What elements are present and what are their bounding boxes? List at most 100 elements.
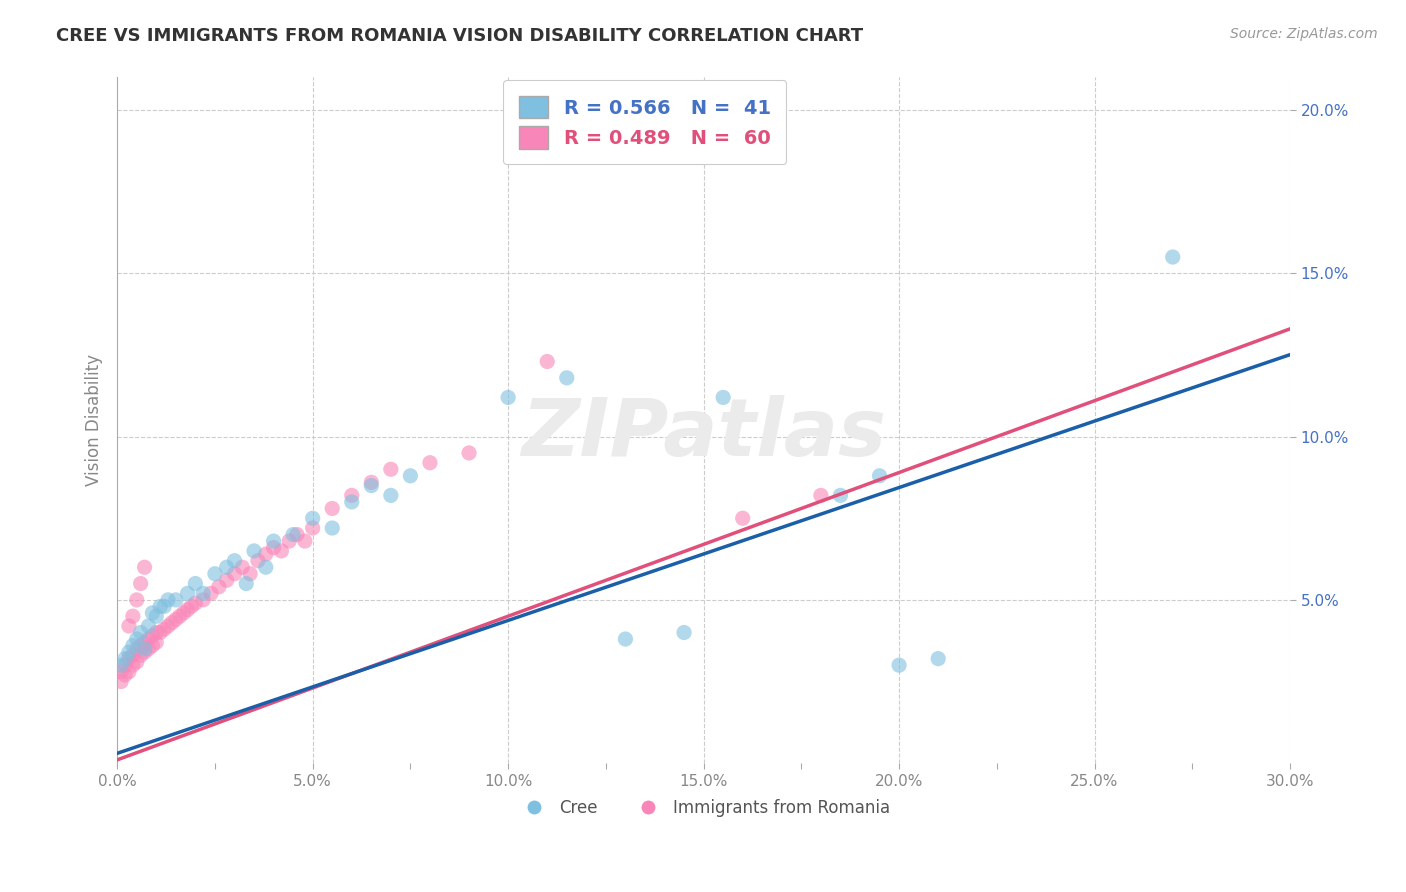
Point — [193, 586, 215, 600]
Point — [263, 541, 285, 555]
Point — [243, 544, 266, 558]
Point — [360, 478, 382, 492]
Point — [340, 495, 363, 509]
Point — [118, 645, 141, 659]
Point — [118, 619, 141, 633]
Point — [145, 609, 167, 624]
Point — [138, 632, 160, 646]
Point — [121, 639, 143, 653]
Point — [927, 651, 949, 665]
Point — [869, 468, 891, 483]
Point — [173, 606, 195, 620]
Legend: Cree, Immigrants from Romania: Cree, Immigrants from Romania — [510, 792, 897, 823]
Point — [138, 641, 160, 656]
Point — [496, 391, 519, 405]
Point — [294, 534, 316, 549]
Point — [301, 521, 323, 535]
Point — [145, 625, 167, 640]
Point — [125, 641, 148, 656]
Point — [301, 511, 323, 525]
Point — [110, 674, 132, 689]
Point — [121, 658, 143, 673]
Point — [235, 576, 257, 591]
Point — [129, 576, 152, 591]
Text: Source: ZipAtlas.com: Source: ZipAtlas.com — [1230, 27, 1378, 41]
Point — [458, 446, 481, 460]
Point — [360, 475, 382, 490]
Point — [145, 635, 167, 649]
Point — [169, 609, 191, 624]
Point — [399, 468, 422, 483]
Point — [184, 596, 207, 610]
Point — [176, 586, 198, 600]
Point — [110, 665, 132, 679]
Point — [118, 651, 141, 665]
Y-axis label: Vision Disability: Vision Disability — [86, 354, 103, 486]
Point — [156, 619, 179, 633]
Text: CREE VS IMMIGRANTS FROM ROMANIA VISION DISABILITY CORRELATION CHART: CREE VS IMMIGRANTS FROM ROMANIA VISION D… — [56, 27, 863, 45]
Point — [200, 586, 222, 600]
Point — [231, 560, 253, 574]
Point — [134, 645, 156, 659]
Point — [176, 602, 198, 616]
Point — [134, 560, 156, 574]
Point — [114, 651, 136, 665]
Point — [215, 574, 238, 588]
Point — [160, 615, 183, 630]
Point — [340, 488, 363, 502]
Point — [246, 554, 269, 568]
Point — [125, 655, 148, 669]
Point — [125, 592, 148, 607]
Point — [129, 639, 152, 653]
Point — [125, 632, 148, 646]
Point — [121, 648, 143, 663]
Point — [149, 625, 172, 640]
Point — [239, 566, 262, 581]
Point — [121, 609, 143, 624]
Point — [285, 527, 308, 541]
Point — [380, 488, 402, 502]
Point — [419, 456, 441, 470]
Point — [555, 371, 578, 385]
Point — [614, 632, 637, 646]
Point — [165, 612, 187, 626]
Point — [156, 592, 179, 607]
Point — [114, 658, 136, 673]
Point — [224, 566, 246, 581]
Point — [224, 554, 246, 568]
Point — [887, 658, 910, 673]
Point — [193, 592, 215, 607]
Point — [208, 580, 231, 594]
Point — [263, 534, 285, 549]
Point — [134, 635, 156, 649]
Point — [1161, 250, 1184, 264]
Point — [321, 521, 343, 535]
Point — [149, 599, 172, 614]
Point — [711, 391, 734, 405]
Point — [118, 665, 141, 679]
Point — [141, 639, 163, 653]
Point — [380, 462, 402, 476]
Point — [184, 576, 207, 591]
Point — [281, 527, 304, 541]
Point — [215, 560, 238, 574]
Point — [153, 622, 176, 636]
Point — [321, 501, 343, 516]
Point — [141, 606, 163, 620]
Text: ZIPatlas: ZIPatlas — [522, 395, 886, 473]
Point — [180, 599, 202, 614]
Point — [129, 625, 152, 640]
Point — [141, 629, 163, 643]
Point — [165, 592, 187, 607]
Point — [254, 547, 277, 561]
Point — [536, 354, 558, 368]
Point — [204, 566, 226, 581]
Point — [153, 599, 176, 614]
Point — [830, 488, 852, 502]
Point — [278, 534, 301, 549]
Point — [114, 668, 136, 682]
Point — [731, 511, 754, 525]
Point — [129, 648, 152, 663]
Point — [254, 560, 277, 574]
Point — [134, 641, 156, 656]
